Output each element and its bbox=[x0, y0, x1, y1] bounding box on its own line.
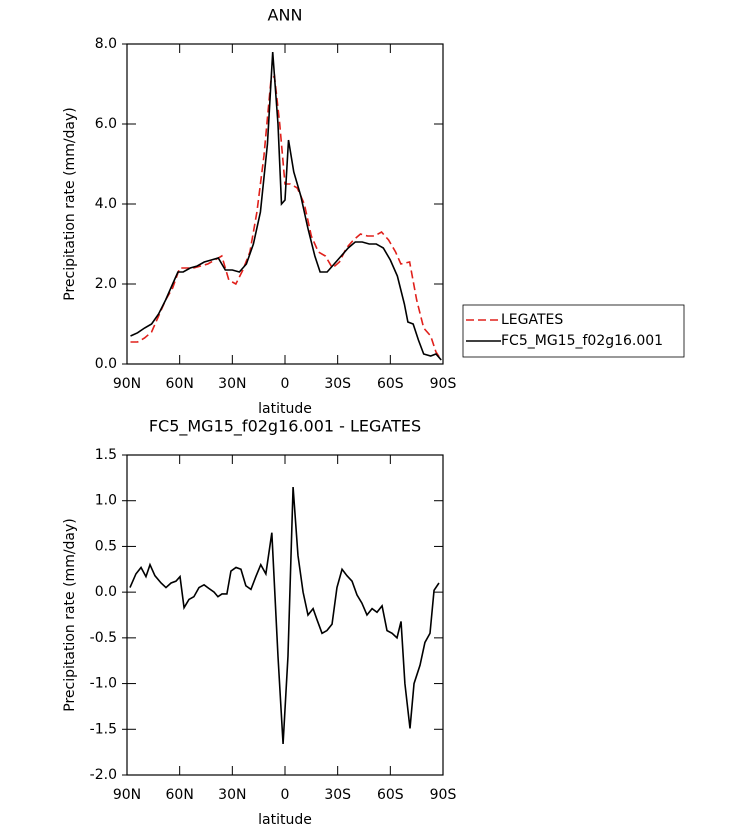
x-tick-label: 90N bbox=[113, 376, 141, 392]
y-tick-label: 0.5 bbox=[95, 538, 117, 554]
x-tick-label: 60S bbox=[377, 787, 404, 803]
y-tick-label: -1.5 bbox=[90, 721, 117, 737]
y-axis-label: Precipitation rate (mm/day) bbox=[62, 518, 78, 712]
x-tick-label: 90S bbox=[430, 376, 457, 392]
y-tick-label: 1.0 bbox=[95, 493, 117, 509]
y-tick-label: 8.0 bbox=[95, 36, 117, 52]
x-tick-label: 30N bbox=[218, 376, 246, 392]
y-tick-label: 0.0 bbox=[95, 584, 117, 600]
x-axis-label: latitude bbox=[258, 812, 312, 828]
y-tick-label: -0.5 bbox=[90, 630, 117, 646]
legend-label: LEGATES bbox=[501, 312, 563, 328]
series-line bbox=[130, 74, 442, 361]
series-line bbox=[130, 51, 442, 361]
y-axis-label: Precipitation rate (mm/day) bbox=[62, 107, 78, 301]
chart-title: ANN bbox=[268, 6, 303, 25]
y-tick-label: -1.0 bbox=[90, 676, 117, 692]
y-tick-label: 4.0 bbox=[95, 196, 117, 212]
x-tick-label: 90N bbox=[113, 787, 141, 803]
plot-frame bbox=[126, 454, 444, 776]
legend-label: FC5_MG15_f02g16.001 bbox=[501, 333, 663, 349]
x-tick-label: 30N bbox=[218, 787, 246, 803]
x-tick-label: 0 bbox=[281, 376, 290, 392]
y-tick-label: 2.0 bbox=[95, 276, 117, 292]
legend-box bbox=[462, 304, 685, 358]
series-line bbox=[129, 486, 440, 744]
x-axis-label: latitude bbox=[258, 401, 312, 417]
y-tick-label: 1.5 bbox=[95, 447, 117, 463]
x-tick-label: 60S bbox=[377, 376, 404, 392]
x-tick-label: 30S bbox=[324, 376, 351, 392]
plot-frame bbox=[126, 43, 444, 365]
x-tick-label: 0 bbox=[281, 787, 290, 803]
y-tick-label: 0.0 bbox=[95, 356, 117, 372]
x-tick-label: 60N bbox=[166, 787, 194, 803]
x-tick-label: 90S bbox=[430, 787, 457, 803]
x-tick-label: 60N bbox=[166, 376, 194, 392]
y-tick-label: 6.0 bbox=[95, 116, 117, 132]
x-tick-label: 30S bbox=[324, 787, 351, 803]
chart-title: FC5_MG15_f02g16.001 - LEGATES bbox=[149, 417, 421, 437]
y-tick-label: -2.0 bbox=[90, 767, 117, 783]
